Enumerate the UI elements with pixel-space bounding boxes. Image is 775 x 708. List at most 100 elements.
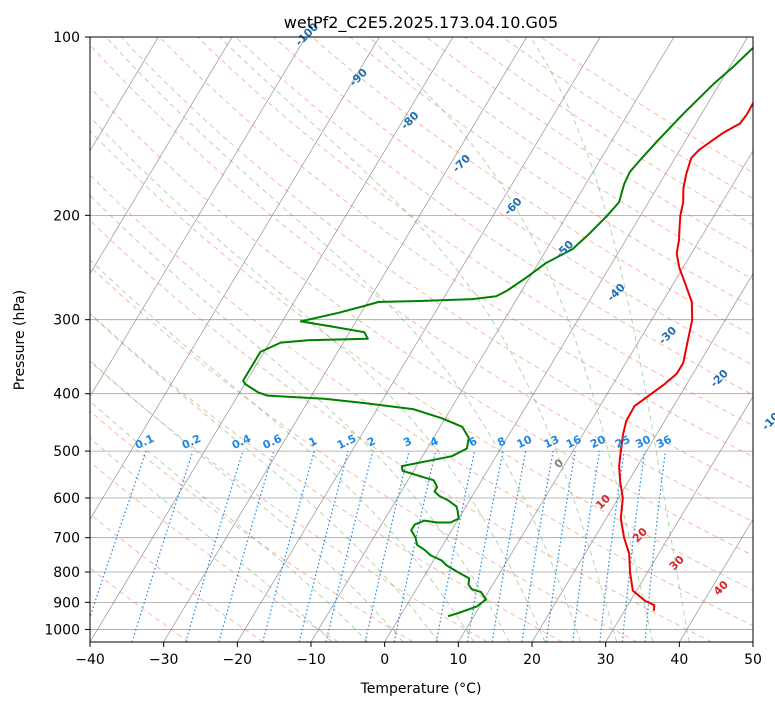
x-tick-label: 0	[380, 652, 389, 668]
dry-adiabat-line	[90, 513, 264, 642]
dry-adiabat-label: 10	[593, 492, 613, 512]
dry-adiabat-line	[90, 174, 753, 627]
mixing-ratio-label: 1.5	[335, 432, 358, 452]
dry-adiabat-line	[158, 37, 753, 458]
moist-adiabat-line	[90, 437, 333, 642]
isotherm-line	[236, 37, 601, 642]
dry-adiabat-line	[90, 130, 753, 591]
mixing-ratio-line	[325, 450, 374, 642]
moist-adiabat-line	[90, 259, 475, 642]
x-tick-label: −20	[223, 652, 253, 668]
isotherm-line	[90, 37, 233, 275]
mixing-ratio-line	[545, 451, 576, 642]
dry-adiabat-line	[311, 37, 753, 337]
x-tick-label: −40	[75, 652, 105, 668]
plot-frame	[89, 36, 754, 643]
x-tick-label: 50	[744, 652, 762, 668]
y-tick-label: 1000	[44, 622, 80, 638]
mixing-ratio-line	[262, 450, 315, 642]
moist-adiabat-label: -20	[708, 367, 731, 390]
isotherm-line	[90, 37, 159, 152]
isotherm-line	[384, 37, 749, 642]
mixing-ratio-line	[644, 451, 666, 642]
dry-adiabat-line	[387, 37, 753, 280]
isotherm-line	[752, 641, 753, 642]
mixing-ratio-label: 13	[542, 433, 561, 451]
moist-adiabat-label: -10	[759, 410, 775, 433]
moist-adiabat-label: -70	[450, 152, 473, 175]
mixing-ratio-line	[131, 450, 194, 642]
mixing-ratio-label: 20	[588, 433, 608, 451]
dry-adiabat-line	[90, 567, 190, 642]
isotherm-line	[0, 37, 11, 642]
mixing-ratio-line	[218, 450, 275, 642]
dry-adiabat-line	[90, 461, 339, 642]
chart-title: wetPf2_C2E5.2025.173.04.10.G05	[284, 13, 558, 33]
isotherm-line	[457, 150, 753, 642]
mixing-ratio-label: 30	[634, 433, 654, 451]
y-axis-label: Pressure (hPa)	[12, 290, 28, 390]
x-tick-label: 40	[670, 652, 688, 668]
dry-adiabat-line	[90, 265, 638, 642]
mixing-ratio-label: 4	[428, 434, 441, 449]
mixing-ratio-label: 0.2	[180, 432, 203, 452]
mixing-ratio-label: 1	[307, 434, 319, 449]
dry-adiabat-line	[349, 37, 753, 308]
moist-adiabat-line	[530, 37, 690, 642]
mixing-ratio-label: 16	[564, 433, 584, 451]
x-tick-label: 10	[449, 652, 467, 668]
dry-adiabat-line	[90, 360, 488, 642]
mixing-ratio-label: 8	[495, 434, 507, 449]
y-tick-label: 100	[53, 30, 80, 46]
dry-adiabat-line	[197, 37, 753, 427]
y-tick-label: 800	[53, 565, 80, 581]
isotherm-line	[531, 272, 753, 642]
x-tick-label: 30	[597, 652, 615, 668]
moist-adiabat-line	[90, 194, 510, 642]
mixing-ratio-line	[521, 450, 554, 642]
y-tick-label: 200	[53, 208, 80, 224]
mixing-ratio-label: 36	[654, 433, 674, 451]
mixing-ratio-line	[599, 451, 625, 642]
moist-adiabat-line	[105, 37, 582, 642]
y-tick-label: 700	[53, 531, 80, 547]
y-tick-label: 500	[53, 444, 80, 460]
mixing-ratio-label: 2	[365, 434, 377, 449]
isotherm-line	[90, 37, 380, 520]
dry-adiabat-label: 30	[667, 553, 687, 573]
isotherm-line	[678, 518, 753, 642]
series-layer	[242, 46, 753, 618]
moist-adiabat-line	[90, 116, 546, 642]
mixing-ratio-line	[393, 450, 437, 642]
moist-adiabat-line	[90, 359, 404, 642]
dry-adiabat-line	[120, 37, 753, 490]
dry-adiabat-line	[273, 37, 753, 366]
line-labels: 0.1 0.2 0.4 0.6 1 1.5 2 3 4 6 8 10 13 16 20 25 30 36-10-2…	[133, 20, 775, 598]
y-tick-label: 900	[53, 595, 80, 611]
moist-adiabat-label: -60	[501, 195, 524, 218]
moist-adiabat-line	[90, 400, 368, 642]
mixing-ratio-label: 0.1	[133, 432, 156, 452]
mixing-ratio-line	[572, 451, 601, 642]
isotherm-line	[605, 395, 753, 642]
mixing-ratio-label: 0.6	[261, 432, 284, 452]
moist-adiabat-line	[90, 313, 439, 642]
dry-adiabat-line	[90, 219, 712, 642]
mixing-ratio-line	[621, 451, 646, 642]
mixing-ratio-label: 3	[401, 434, 413, 449]
isotherm-line	[90, 37, 454, 642]
dry-adiabat-line	[90, 44, 753, 523]
mixing-ratio-label: 25	[613, 433, 632, 451]
dry-adiabat-line	[426, 37, 753, 253]
mixing-ratio-line	[364, 450, 410, 642]
x-tick-label: −10	[296, 652, 326, 668]
dewpoint-profile	[242, 46, 753, 618]
mixing-ratio-line	[298, 450, 349, 642]
x-tick-label: −30	[149, 652, 179, 668]
y-tick-label: 300	[53, 313, 80, 329]
y-tick-label: 400	[53, 387, 80, 403]
temperature-profile	[618, 101, 753, 611]
mixing-ratio-label: 10	[515, 433, 535, 451]
y-tick-label: 600	[53, 491, 80, 507]
